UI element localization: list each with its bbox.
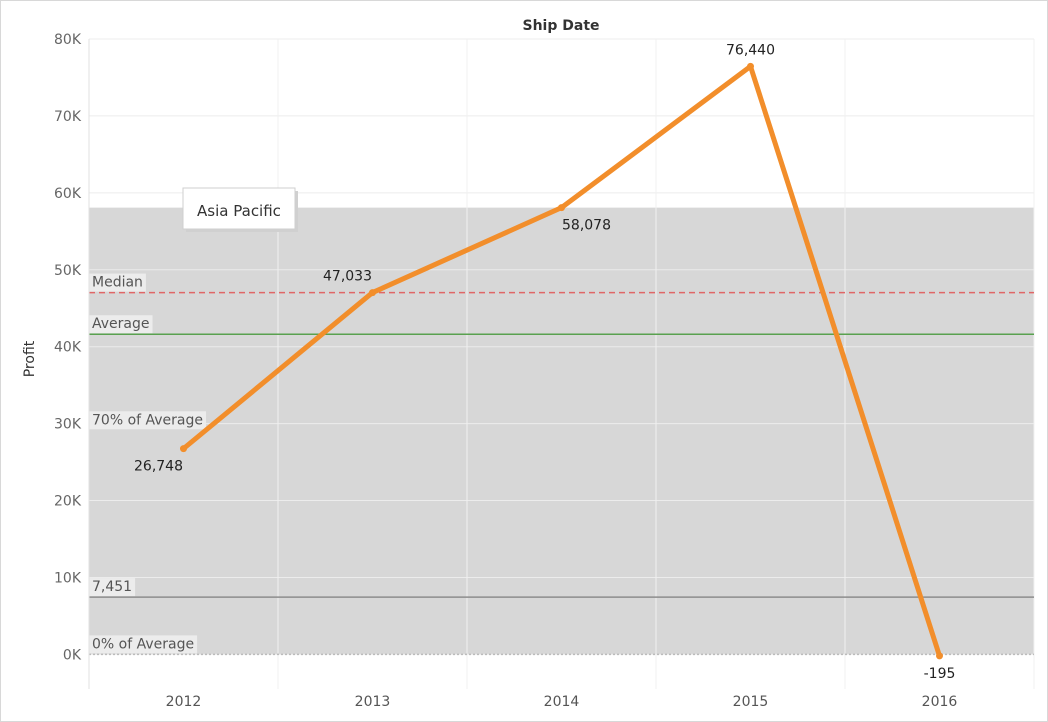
y-tick-label: 0K <box>63 647 82 663</box>
x-tick-label: 2016 <box>922 694 958 710</box>
callout-label: Asia Pacific <box>197 202 281 220</box>
reference-line-label: Median <box>92 275 143 291</box>
series-callout: Asia Pacific <box>182 187 298 232</box>
chart-title: Ship Date <box>523 18 600 34</box>
data-point <box>180 445 187 453</box>
y-tick-label: 70K <box>54 109 82 125</box>
data-label: 26,748 <box>134 459 183 475</box>
reference-band <box>89 207 1034 655</box>
data-label: -195 <box>924 666 956 682</box>
x-tick-label: 2014 <box>544 694 580 710</box>
y-tick-label: 50K <box>54 263 82 279</box>
x-tick-label: 2012 <box>166 694 202 710</box>
y-tick-label: 80K <box>54 32 82 48</box>
data-label: 47,033 <box>323 269 372 285</box>
reference-line-label-bg <box>89 578 136 597</box>
reference-line-label: 70% of Average <box>92 412 203 428</box>
reference-line-label: 0% of Average <box>92 636 194 652</box>
data-label: 58,078 <box>562 218 611 234</box>
data-point <box>936 652 943 660</box>
callout-box <box>182 187 296 230</box>
y-tick-label: 10K <box>54 570 82 586</box>
y-axis-title: Profit <box>22 340 38 377</box>
y-tick-label: 40K <box>54 340 82 356</box>
reference-line-label: 7,451 <box>92 579 132 595</box>
reference-line-label-bg <box>89 635 198 654</box>
data-point <box>369 289 376 297</box>
x-tick-label: 2013 <box>355 694 391 710</box>
data-point <box>747 62 754 70</box>
x-tick-label: 2015 <box>733 694 769 710</box>
reference-line-label-bg <box>89 273 146 292</box>
y-tick-label: 30K <box>54 417 82 433</box>
data-label: 76,440 <box>726 42 775 58</box>
reference-line-label-bg <box>89 411 207 430</box>
data-point <box>558 204 565 212</box>
y-tick-label: 60K <box>54 186 82 202</box>
reference-line-label: Average <box>92 316 150 332</box>
reference-line-label-bg <box>89 315 153 334</box>
y-tick-label: 20K <box>54 494 82 510</box>
